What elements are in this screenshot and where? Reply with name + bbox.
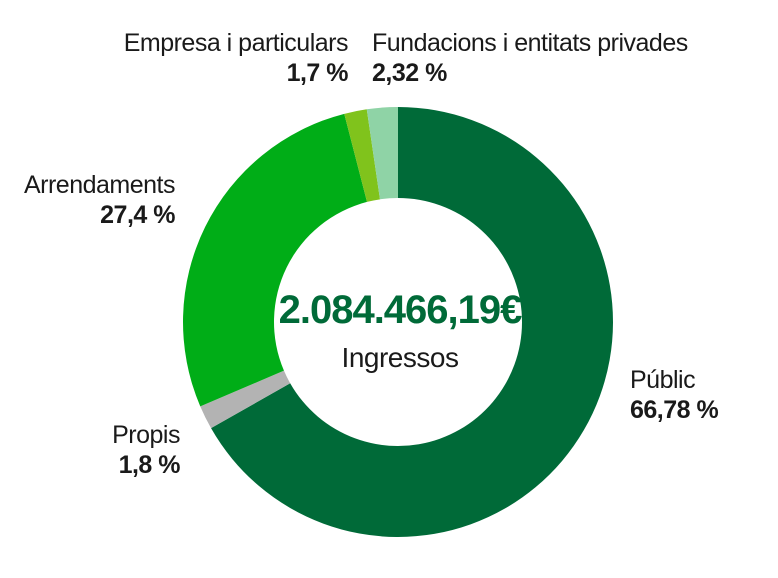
slice-name-fundacions: Fundacions i entitats privades bbox=[372, 29, 688, 57]
slice-value-fundacions: 2,32 % bbox=[372, 59, 447, 87]
center-caption: Ingressos bbox=[341, 342, 459, 373]
donut-slice-empresa-i-particulars bbox=[344, 109, 380, 202]
slice-value-arrendaments: 27,4 % bbox=[100, 201, 175, 229]
donut-slices bbox=[182, 107, 613, 537]
donut-slice-p-blic bbox=[211, 107, 613, 537]
slice-name-propis: Propis bbox=[112, 421, 180, 449]
slice-name-arrendaments: Arrendaments bbox=[23, 171, 176, 199]
label-fundacions: Fundacions i entitats privades 2,32 % bbox=[372, 28, 688, 88]
slice-value-public: 66,78 % bbox=[630, 396, 719, 424]
slice-value-empresa: 1,7 % bbox=[286, 59, 349, 87]
label-arrendaments: Arrendaments 27,4 % bbox=[10, 170, 176, 230]
donut-slice-propis bbox=[200, 370, 291, 429]
slice-value-propis: 1,8 % bbox=[118, 451, 181, 479]
label-public: Públic 66,78 % bbox=[630, 365, 719, 425]
donut-slice-fundacions-i-entitats-privades bbox=[366, 107, 398, 200]
slice-name-public: Públic bbox=[630, 366, 696, 394]
donut-slice-arrendaments bbox=[182, 113, 368, 407]
slice-name-empresa: Empresa i particulars bbox=[123, 29, 349, 57]
total-income-value: 2.084.466,19€ bbox=[278, 288, 523, 332]
label-propis: Propis 1,8 % bbox=[60, 420, 180, 480]
label-empresa: Empresa i particulars 1,7 % bbox=[120, 28, 349, 88]
